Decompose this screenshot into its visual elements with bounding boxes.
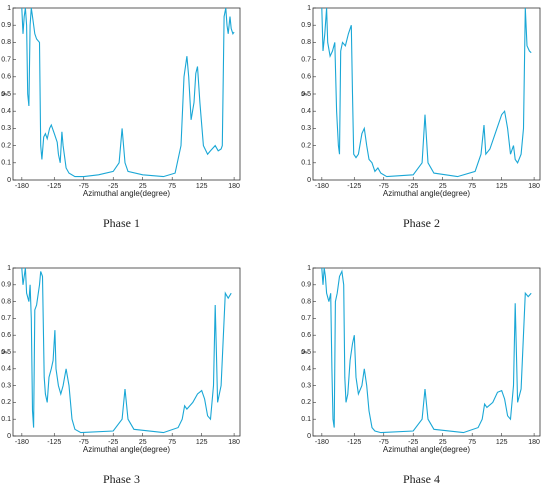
y-tick-label: 0.5 bbox=[301, 91, 311, 98]
data-line bbox=[321, 267, 532, 434]
panel-caption: Phase 3 bbox=[103, 472, 140, 486]
y-tick-label: 1 bbox=[307, 265, 311, 272]
y-tick-label: 1 bbox=[7, 265, 11, 272]
y-tick-label: 0.2 bbox=[1, 142, 11, 149]
y-tick-label: 0.5 bbox=[301, 349, 311, 356]
y-tick-label: 0.7 bbox=[1, 56, 11, 63]
x-tick-label: -75 bbox=[379, 183, 389, 190]
x-tick-label: -125 bbox=[347, 183, 361, 190]
y-tick-label: 0.4 bbox=[1, 108, 11, 115]
data-line bbox=[21, 7, 235, 178]
y-tick-label: 0.1 bbox=[1, 416, 11, 423]
plot-area bbox=[12, 267, 241, 437]
x-tick-label: 180 bbox=[228, 183, 240, 190]
y-tick-label: 0.4 bbox=[301, 108, 311, 115]
plot-area bbox=[312, 7, 541, 181]
y-tick-label: 0.7 bbox=[301, 315, 311, 322]
x-tick-label: 125 bbox=[196, 439, 208, 446]
y-tick-label: 0.3 bbox=[301, 382, 311, 389]
y-tick-label: 0.9 bbox=[1, 282, 11, 289]
y-tick-label: 0.8 bbox=[301, 39, 311, 46]
x-tick-label: 125 bbox=[496, 183, 508, 190]
x-axis-label: Azimuthal angle(degree) bbox=[383, 189, 470, 198]
y-tick-label: 0.1 bbox=[301, 416, 311, 423]
x-tick-label: 75 bbox=[168, 183, 176, 190]
y-tick-label: 0.8 bbox=[301, 298, 311, 305]
x-tick-label: -75 bbox=[79, 183, 89, 190]
x-tick-label: -25 bbox=[408, 183, 418, 190]
y-tick-label: 0.9 bbox=[1, 22, 11, 29]
y-tick-label: 0.5 bbox=[1, 349, 11, 356]
x-tick-label: -180 bbox=[15, 439, 29, 446]
y-tick-label: 0.9 bbox=[301, 282, 311, 289]
y-tick-label: 0.2 bbox=[301, 142, 311, 149]
y-tick-label: 0 bbox=[7, 433, 11, 440]
y-tick-label: 0.3 bbox=[301, 125, 311, 132]
y-tick-label: 0 bbox=[7, 177, 11, 184]
y-tick-label: 0.4 bbox=[1, 366, 11, 373]
y-tick-label: 0.6 bbox=[1, 74, 11, 81]
y-axis-label: γ bbox=[0, 92, 8, 96]
y-tick-label: 0.2 bbox=[301, 399, 311, 406]
x-tick-label: -125 bbox=[347, 439, 361, 446]
x-axis-label: Azimuthal angle(degree) bbox=[83, 189, 170, 198]
panel-caption: Phase 1 bbox=[103, 216, 140, 230]
x-tick-label: 25 bbox=[439, 183, 447, 190]
x-tick-label: 125 bbox=[196, 183, 208, 190]
x-axis-label: Azimuthal angle(degree) bbox=[383, 445, 470, 454]
data-line bbox=[321, 7, 532, 178]
y-axis-label: γ bbox=[299, 92, 308, 96]
x-tick-label: -25 bbox=[408, 439, 418, 446]
y-tick-label: 0.7 bbox=[301, 56, 311, 63]
y-tick-label: 0.2 bbox=[1, 399, 11, 406]
x-tick-label: 75 bbox=[468, 183, 476, 190]
x-tick-label: 25 bbox=[139, 183, 147, 190]
y-tick-label: 0.8 bbox=[1, 39, 11, 46]
panel-caption: Phase 4 bbox=[403, 472, 440, 486]
x-tick-label: -25 bbox=[108, 439, 118, 446]
x-axis-label: Azimuthal angle(degree) bbox=[83, 445, 170, 454]
x-tick-label: 25 bbox=[439, 439, 447, 446]
y-tick-label: 0.1 bbox=[1, 160, 11, 167]
y-tick-label: 0.3 bbox=[1, 382, 11, 389]
plot-area bbox=[312, 267, 541, 437]
y-tick-label: 0.3 bbox=[1, 125, 11, 132]
panel-caption: Phase 2 bbox=[403, 216, 440, 230]
y-tick-label: 0.6 bbox=[301, 332, 311, 339]
x-tick-label: -25 bbox=[108, 183, 118, 190]
x-tick-label: -180 bbox=[315, 439, 329, 446]
x-tick-label: 75 bbox=[468, 439, 476, 446]
y-tick-label: 1 bbox=[307, 5, 311, 12]
data-line bbox=[21, 267, 232, 434]
y-axis-label: γ bbox=[299, 350, 308, 354]
y-tick-label: 0.9 bbox=[301, 22, 311, 29]
x-tick-label: 180 bbox=[228, 439, 240, 446]
y-tick-label: 0.1 bbox=[301, 160, 311, 167]
x-tick-label: -75 bbox=[379, 439, 389, 446]
x-tick-label: 125 bbox=[496, 439, 508, 446]
y-tick-label: 0.5 bbox=[1, 91, 11, 98]
x-tick-label: 180 bbox=[528, 183, 540, 190]
x-tick-label: 25 bbox=[139, 439, 147, 446]
y-tick-label: 0.4 bbox=[301, 366, 311, 373]
x-tick-label: -125 bbox=[47, 439, 61, 446]
plot-area bbox=[12, 7, 241, 181]
y-tick-label: 0.7 bbox=[1, 315, 11, 322]
y-tick-label: 0 bbox=[307, 433, 311, 440]
y-tick-label: 0.8 bbox=[1, 298, 11, 305]
x-tick-label: -125 bbox=[47, 183, 61, 190]
x-tick-label: -180 bbox=[15, 183, 29, 190]
x-tick-label: -180 bbox=[315, 183, 329, 190]
y-axis-label: γ bbox=[0, 350, 8, 354]
y-tick-label: 0.6 bbox=[1, 332, 11, 339]
x-tick-label: 180 bbox=[528, 439, 540, 446]
y-tick-label: 1 bbox=[7, 5, 11, 12]
y-tick-label: 0 bbox=[307, 177, 311, 184]
x-tick-label: -75 bbox=[79, 439, 89, 446]
x-tick-label: 75 bbox=[168, 439, 176, 446]
y-tick-label: 0.6 bbox=[301, 74, 311, 81]
